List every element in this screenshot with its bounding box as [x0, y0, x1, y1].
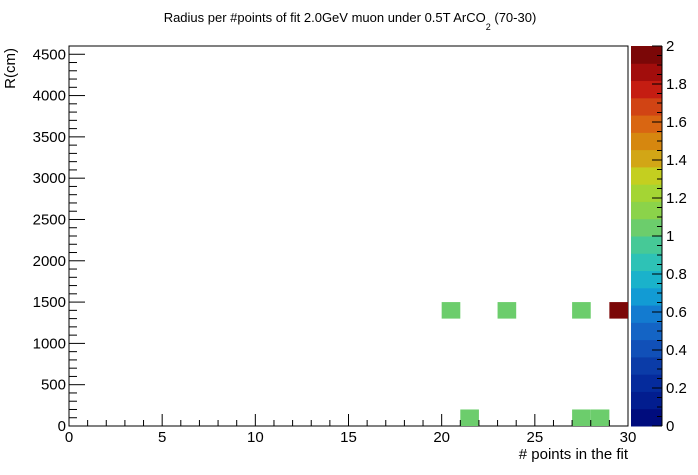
color-bar-segment — [631, 270, 662, 289]
z-tick-label: 1.8 — [666, 76, 687, 93]
x-tick-label: 25 — [526, 429, 543, 446]
color-bar-segment — [631, 391, 662, 410]
z-tick-label: 0 — [666, 418, 674, 435]
color-bar-segment — [631, 408, 662, 427]
title-main: Radius per #points of fit 2.0GeV muon un… — [164, 10, 486, 25]
chart-title: Radius per #points of fit 2.0GeV muon un… — [164, 10, 537, 32]
z-tick-label: 1.4 — [666, 152, 687, 169]
color-bar-segment — [631, 184, 662, 202]
heatmap-cell-3 — [609, 302, 628, 319]
z-tick-label: 0.8 — [666, 266, 687, 283]
x-tick-label: 5 — [158, 429, 166, 446]
color-bar-segment — [631, 218, 662, 237]
color-bar-segment — [631, 339, 662, 358]
x-tick-label: 10 — [247, 429, 264, 446]
y-axis: 0 500 1000 1500 2000 2500 3000 3500 4000 4500 — [33, 45, 85, 435]
plot-frame — [68, 45, 629, 427]
z-tick-label: 2 — [666, 38, 674, 55]
heatmap-cell-5 — [572, 409, 591, 426]
color-bar-segment — [631, 305, 662, 323]
color-bar-segment — [631, 115, 662, 133]
heatmap-cell-4 — [460, 409, 479, 426]
y-tick-label: 1000 — [33, 335, 66, 352]
color-bar-segment — [631, 374, 662, 392]
color-bar: 0 0.2 0.4 0.6 0.8 1 1.2 1.4 1.6 1.8 2 — [631, 38, 687, 435]
y-tick-label: 2500 — [33, 211, 66, 228]
z-tick-label: 1.2 — [666, 190, 687, 207]
x-tick-label: 15 — [340, 429, 357, 446]
y-tick-label: 2000 — [33, 253, 66, 270]
color-bar-segment — [631, 132, 662, 151]
color-bar-segment — [631, 166, 662, 185]
color-bar-segment — [631, 63, 662, 82]
z-tick-label: 0.6 — [666, 304, 687, 321]
color-bar-segment — [631, 80, 662, 99]
color-bar-segment — [631, 236, 662, 254]
y-tick-label: 0 — [58, 418, 66, 435]
svg-text:Radius per #points of fit 2.0G: Radius per #points of fit 2.0GeV muon un… — [164, 10, 537, 32]
y-tick-label: 500 — [41, 377, 66, 394]
z-tick-label: 1.6 — [666, 114, 687, 131]
y-tick-label: 4500 — [33, 46, 66, 63]
x-axis-label: # points in the fit — [519, 446, 629, 463]
title-subscript: 2 — [486, 22, 491, 32]
x-tick-label: 30 — [620, 429, 637, 446]
y-axis-label: R(cm) — [2, 48, 19, 89]
heatmap-cells — [441, 302, 628, 426]
color-bar-segment — [631, 253, 662, 272]
y-tick-label: 1500 — [33, 294, 66, 311]
color-bar-segment — [631, 356, 662, 375]
heatmap-cell-2 — [572, 302, 591, 319]
x-tick-label: 20 — [433, 429, 450, 446]
z-tick-label: 1 — [666, 228, 674, 245]
color-bar-segment — [631, 46, 662, 64]
z-tick-label: 0.4 — [666, 342, 687, 359]
heatmap-cell-0 — [441, 302, 461, 319]
title-suffix: (70-30) — [491, 10, 537, 25]
color-bar-segment — [631, 201, 662, 220]
color-bar-segment — [631, 287, 662, 306]
z-tick-label: 0.2 — [666, 380, 687, 397]
color-bar-segment — [631, 149, 662, 168]
color-bar-segment — [631, 322, 662, 341]
y-tick-label: 4000 — [33, 88, 66, 105]
x-tick-label: 0 — [65, 429, 73, 446]
y-tick-label: 3000 — [33, 170, 66, 187]
y-tick-label: 3500 — [33, 129, 66, 146]
heatmap-cell-6 — [590, 409, 610, 426]
color-bar-segment — [631, 97, 662, 116]
heatmap-cell-1 — [497, 302, 517, 319]
x-axis: 0 5 10 15 20 25 30 — [65, 414, 637, 446]
